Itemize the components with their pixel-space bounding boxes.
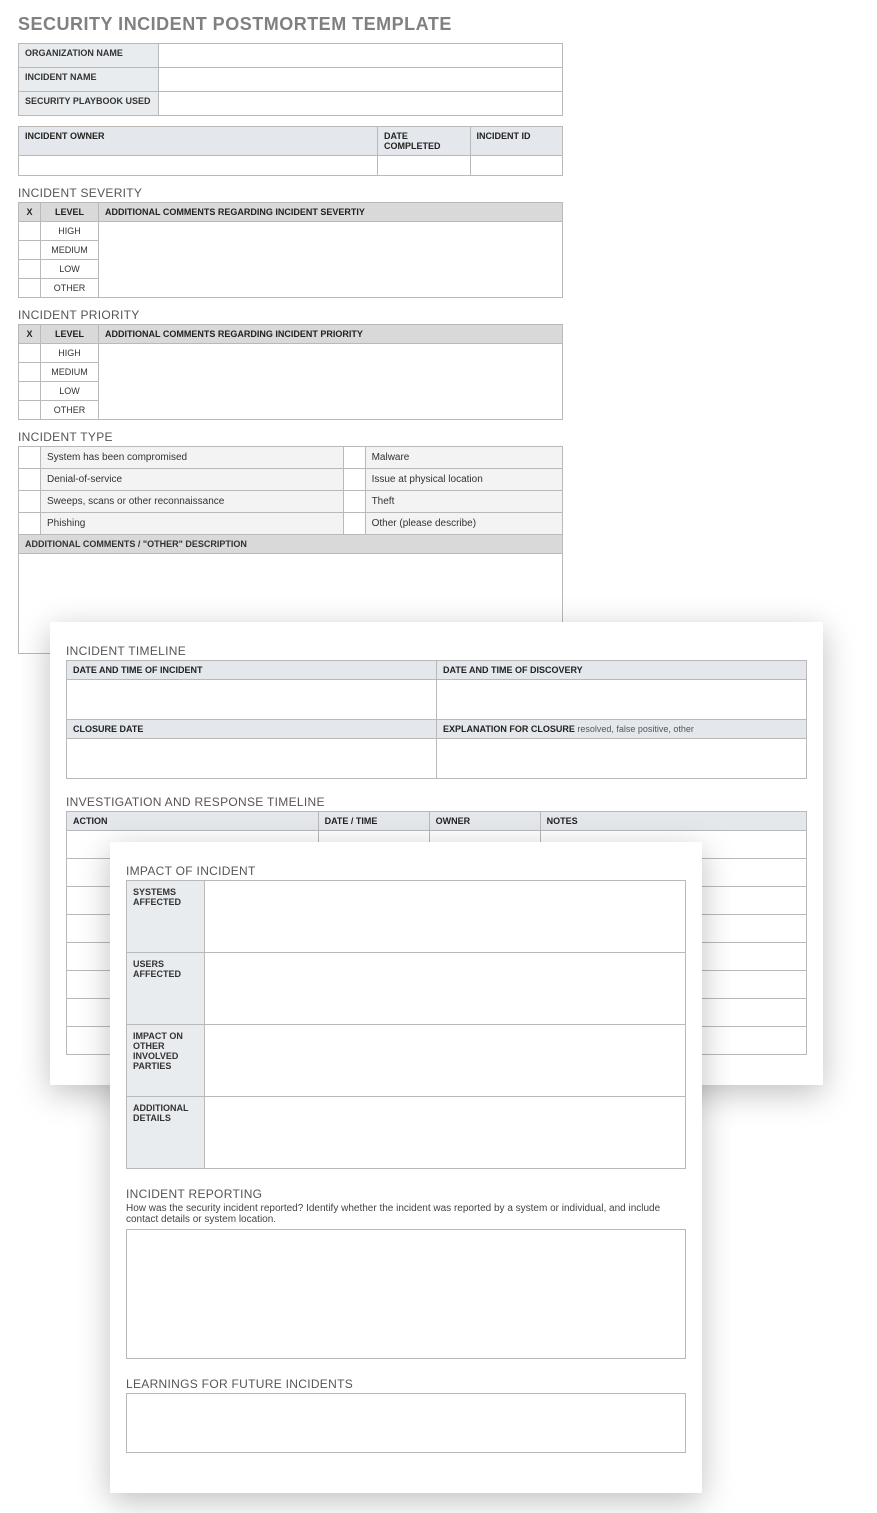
other-parties-value[interactable] [205, 1025, 686, 1097]
severity-col-comments: ADDITIONAL COMMENTS REGARDING INCIDENT S… [99, 203, 563, 222]
investigation-col-notes: NOTES [540, 812, 806, 831]
severity-col-level: LEVEL [41, 203, 99, 222]
type-check[interactable] [19, 469, 41, 491]
timeline-heading: INCIDENT TIMELINE [66, 644, 807, 658]
priority-level: MEDIUM [41, 363, 99, 382]
impact-table: SYSTEMS AFFECTED USERS AFFECTED IMPACT O… [126, 880, 686, 1169]
investigation-col-action: ACTION [67, 812, 319, 831]
priority-heading: INCIDENT PRIORITY [18, 308, 563, 322]
top-fields-table: ORGANIZATION NAME INCIDENT NAME SECURITY… [18, 43, 563, 116]
dt-incident-label: DATE AND TIME OF INCIDENT [67, 661, 437, 680]
type-heading: INCIDENT TYPE [18, 430, 563, 444]
incident-name-label: INCIDENT NAME [19, 68, 159, 92]
impact-panel: IMPACT OF INCIDENT SYSTEMS AFFECTED USER… [110, 842, 702, 1493]
impact-heading: IMPACT OF INCIDENT [126, 864, 686, 878]
dt-discovery-label: DATE AND TIME OF DISCOVERY [437, 661, 807, 680]
type-label: Malware [365, 447, 562, 469]
priority-level: HIGH [41, 344, 99, 363]
type-label: Denial-of-service [41, 469, 344, 491]
type-label: Theft [365, 491, 562, 513]
priority-table: X LEVEL ADDITIONAL COMMENTS REGARDING IN… [18, 324, 563, 420]
severity-level: MEDIUM [41, 241, 99, 260]
priority-col-level: LEVEL [41, 325, 99, 344]
playbook-value[interactable] [159, 92, 563, 116]
severity-level: OTHER [41, 279, 99, 298]
other-parties-label: IMPACT ON OTHER INVOLVED PARTIES [127, 1025, 205, 1097]
priority-col-x: X [19, 325, 41, 344]
priority-level: LOW [41, 382, 99, 401]
dt-incident-value[interactable] [67, 680, 437, 720]
severity-check-high[interactable] [19, 222, 41, 241]
incident-owner-value[interactable] [19, 156, 378, 176]
users-affected-label: USERS AFFECTED [127, 953, 205, 1025]
type-check[interactable] [343, 447, 365, 469]
type-label: Sweeps, scans or other reconnaissance [41, 491, 344, 513]
type-additional-label: ADDITIONAL COMMENTS / "OTHER" DESCRIPTIO… [19, 535, 563, 554]
org-name-value[interactable] [159, 44, 563, 68]
reporting-value[interactable] [126, 1229, 686, 1359]
type-check[interactable] [19, 447, 41, 469]
severity-col-x: X [19, 203, 41, 222]
date-completed-label: DATE COMPLETED [378, 127, 470, 156]
priority-check-medium[interactable] [19, 363, 41, 382]
type-label: Phishing [41, 513, 344, 535]
type-label: System has been compromised [41, 447, 344, 469]
systems-affected-label: SYSTEMS AFFECTED [127, 881, 205, 953]
severity-check-low[interactable] [19, 260, 41, 279]
meta-table: INCIDENT OWNER DATE COMPLETED INCIDENT I… [18, 126, 563, 176]
investigation-col-owner: OWNER [429, 812, 540, 831]
additional-details-label: ADDITIONAL DETAILS [127, 1097, 205, 1169]
severity-heading: INCIDENT SEVERITY [18, 186, 563, 200]
incident-id-value[interactable] [470, 156, 562, 176]
closure-date-value[interactable] [67, 739, 437, 779]
priority-col-comments: ADDITIONAL COMMENTS REGARDING INCIDENT P… [99, 325, 563, 344]
investigation-col-datetime: DATE / TIME [318, 812, 429, 831]
incident-owner-label: INCIDENT OWNER [19, 127, 378, 156]
priority-level: OTHER [41, 401, 99, 420]
systems-affected-value[interactable] [205, 881, 686, 953]
learnings-value[interactable] [126, 1393, 686, 1453]
additional-details-value[interactable] [205, 1097, 686, 1169]
type-check[interactable] [343, 469, 365, 491]
closure-date-label: CLOSURE DATE [67, 720, 437, 739]
type-check[interactable] [19, 491, 41, 513]
severity-level: LOW [41, 260, 99, 279]
priority-check-other[interactable] [19, 401, 41, 420]
severity-comments-value[interactable] [99, 222, 563, 298]
explanation-label: EXPLANATION FOR CLOSURE resolved, false … [437, 720, 807, 739]
priority-comments-value[interactable] [99, 344, 563, 420]
type-label: Other (please describe) [365, 513, 562, 535]
learnings-heading: LEARNINGS FOR FUTURE INCIDENTS [126, 1377, 686, 1391]
investigation-heading: INVESTIGATION AND RESPONSE TIMELINE [66, 795, 807, 809]
reporting-heading: INCIDENT REPORTING [126, 1187, 686, 1201]
severity-table: X LEVEL ADDITIONAL COMMENTS REGARDING IN… [18, 202, 563, 298]
type-check[interactable] [343, 491, 365, 513]
explanation-hint: resolved, false positive, other [575, 724, 694, 734]
type-label: Issue at physical location [365, 469, 562, 491]
type-check[interactable] [19, 513, 41, 535]
page-title: SECURITY INCIDENT POSTMORTEM TEMPLATE [18, 14, 877, 35]
severity-check-other[interactable] [19, 279, 41, 298]
org-name-label: ORGANIZATION NAME [19, 44, 159, 68]
severity-level: HIGH [41, 222, 99, 241]
date-completed-value[interactable] [378, 156, 470, 176]
timeline-table: DATE AND TIME OF INCIDENT DATE AND TIME … [66, 660, 807, 779]
incident-name-value[interactable] [159, 68, 563, 92]
incident-id-label: INCIDENT ID [470, 127, 562, 156]
type-check[interactable] [343, 513, 365, 535]
playbook-label: SECURITY PLAYBOOK USED [19, 92, 159, 116]
priority-check-low[interactable] [19, 382, 41, 401]
priority-check-high[interactable] [19, 344, 41, 363]
severity-check-medium[interactable] [19, 241, 41, 260]
users-affected-value[interactable] [205, 953, 686, 1025]
reporting-subtext: How was the security incident reported? … [126, 1203, 686, 1225]
explanation-value[interactable] [437, 739, 807, 779]
dt-discovery-value[interactable] [437, 680, 807, 720]
